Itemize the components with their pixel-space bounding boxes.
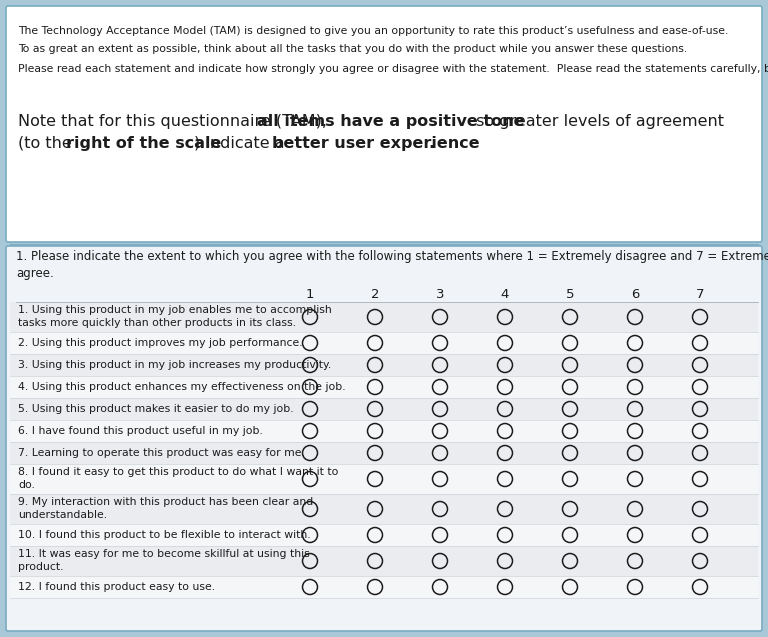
Text: 4: 4	[501, 288, 509, 301]
Text: 1: 1	[306, 288, 314, 301]
Text: right of the scale: right of the scale	[66, 136, 221, 151]
Text: 5. Using this product makes it easier to do my job.: 5. Using this product makes it easier to…	[18, 404, 293, 414]
Bar	[10, 398, 758, 420]
Bar	[10, 354, 758, 376]
Bar	[10, 302, 758, 332]
Text: To as great an extent as possible, think about all the tasks that you do with th: To as great an extent as possible, think…	[18, 44, 687, 54]
Bar	[10, 576, 758, 598]
Bar	[10, 376, 758, 398]
Bar	[10, 494, 758, 524]
Text: Note that for this questionnaire (TAM),: Note that for this questionnaire (TAM),	[18, 114, 332, 129]
Text: 11. It was easy for me to become skillful at using this
product.: 11. It was easy for me to become skillfu…	[18, 549, 310, 572]
Text: 2: 2	[371, 288, 379, 301]
Text: Please read each statement and indicate how strongly you agree or disagree with : Please read each statement and indicate …	[18, 64, 768, 74]
Text: 2. Using this product improves my job performance.: 2. Using this product improves my job pe…	[18, 338, 303, 348]
Text: 3: 3	[435, 288, 444, 301]
Text: 3. Using this product in my job increases my productivity.: 3. Using this product in my job increase…	[18, 360, 331, 370]
FancyBboxPatch shape	[6, 246, 762, 631]
Text: all items have a positive tone: all items have a positive tone	[257, 114, 525, 129]
Text: 5: 5	[566, 288, 574, 301]
Text: so greater levels of agreement: so greater levels of agreement	[471, 114, 724, 129]
Text: ) indicate a: ) indicate a	[194, 136, 290, 151]
Text: (to the: (to the	[18, 136, 77, 151]
FancyBboxPatch shape	[6, 6, 762, 242]
Bar	[10, 464, 758, 494]
Bar	[10, 420, 758, 442]
Text: 1. Please indicate the extent to which you agree with the following statements w: 1. Please indicate the extent to which y…	[16, 250, 768, 280]
Text: 9. My interaction with this product has been clear and
understandable.: 9. My interaction with this product has …	[18, 497, 313, 520]
Bar	[10, 442, 758, 464]
Text: better user experience: better user experience	[272, 136, 479, 151]
Text: 4. Using this product enhances my effectiveness on the job.: 4. Using this product enhances my effect…	[18, 382, 346, 392]
Text: 7: 7	[696, 288, 704, 301]
Text: 8. I found it easy to get this product to do what I want it to
do.: 8. I found it easy to get this product t…	[18, 467, 339, 490]
Text: 7. Learning to operate this product was easy for me.: 7. Learning to operate this product was …	[18, 448, 305, 458]
Text: 12. I found this product easy to use.: 12. I found this product easy to use.	[18, 582, 215, 592]
Bar	[10, 524, 758, 546]
Text: 10. I found this product to be flexible to interact with.: 10. I found this product to be flexible …	[18, 530, 310, 540]
Text: The Technology Acceptance Model (TAM) is designed to give you an opportunity to : The Technology Acceptance Model (TAM) is…	[18, 26, 728, 36]
Bar	[10, 332, 758, 354]
Text: 6: 6	[631, 288, 639, 301]
Text: 6. I have found this product useful in my job.: 6. I have found this product useful in m…	[18, 426, 263, 436]
Bar	[10, 546, 758, 576]
Text: .: .	[429, 136, 435, 151]
Text: 1. Using this product in my job enables me to accomplish
tasks more quickly than: 1. Using this product in my job enables …	[18, 305, 332, 328]
